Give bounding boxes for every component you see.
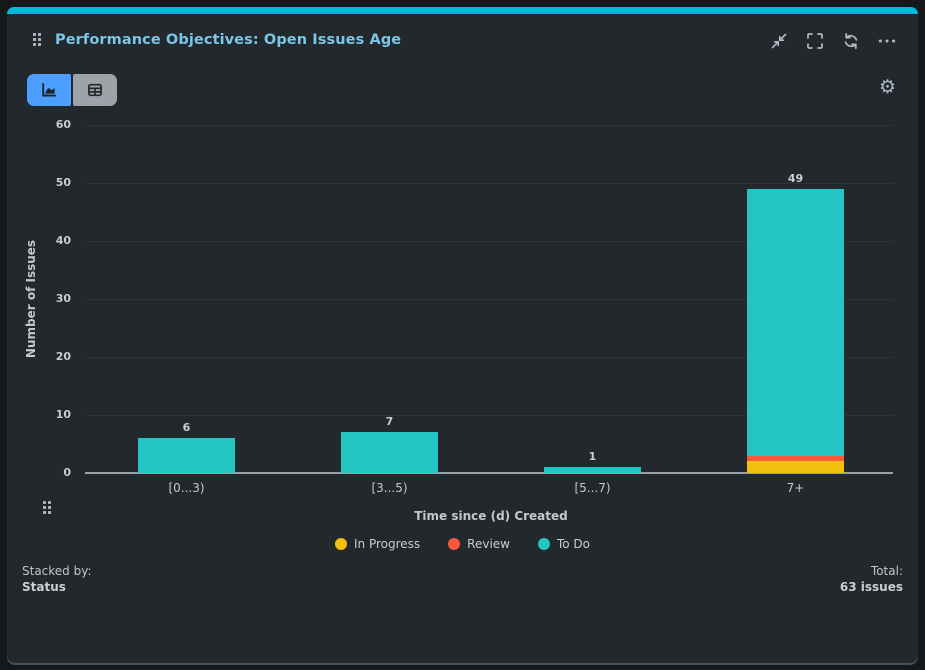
view-toggle-group: [27, 74, 117, 106]
legend-dot: [334, 538, 347, 550]
resize-drag-handle[interactable]: [43, 501, 51, 514]
bar-segment-to-do[interactable]: [544, 467, 641, 473]
total-note: Total: 63 issues: [840, 563, 903, 595]
gridline: [85, 183, 893, 184]
x-axis-category-label: [3...5): [371, 481, 408, 495]
card-accent-bar: [7, 7, 918, 14]
x-axis-category-label: 7+: [786, 481, 805, 495]
bar-segment-to-do[interactable]: [747, 188, 844, 456]
gridline: [85, 125, 893, 126]
total-label: Total:: [870, 564, 903, 578]
gear-icon[interactable]: ⚙: [878, 77, 896, 98]
bar-segment-to-do[interactable]: [138, 438, 235, 473]
bar-total-label: 49: [787, 171, 804, 185]
gridline: [85, 357, 893, 358]
chart-view-icon: [42, 83, 57, 97]
x-axis-category-label: [0...3): [168, 481, 205, 495]
x-axis-title: Time since (d) Created: [414, 509, 568, 523]
refresh-button[interactable]: [841, 31, 861, 51]
gadget-title: Performance Objectives: Open Issues Age: [55, 32, 402, 48]
gridline: [85, 241, 893, 242]
legend-label: To Do: [556, 537, 591, 551]
y-axis-tick-label: 20: [55, 350, 71, 363]
gridline: [85, 415, 893, 416]
legend-item-in-progress[interactable]: In Progress: [334, 537, 421, 551]
stacked-by-value: Status: [22, 580, 66, 594]
ellipsis-icon: [878, 39, 896, 43]
bar-total-label: 7: [385, 415, 394, 429]
header-actions: [769, 31, 897, 51]
fullscreen-icon: [807, 33, 823, 49]
fullscreen-button[interactable]: [805, 31, 825, 51]
bar-segment-review[interactable]: [747, 455, 844, 462]
total-value: 63 issues: [839, 580, 903, 594]
legend-label: In Progress: [353, 537, 421, 551]
bar-total-label: 6: [182, 421, 191, 435]
y-axis-tick-label: 40: [55, 234, 71, 247]
legend-dot: [448, 538, 461, 550]
more-options-button[interactable]: [877, 31, 897, 51]
legend: In Progress Review To Do: [7, 537, 918, 551]
refresh-icon: [844, 32, 858, 50]
legend-item-review[interactable]: Review: [448, 537, 510, 551]
y-axis-tick-label: 60: [55, 118, 71, 131]
x-axis-category-label: [5...7): [574, 481, 611, 495]
stacked-by-label: Stacked by:: [22, 564, 92, 578]
bar-segment-to-do[interactable]: [341, 432, 438, 473]
table-view-button[interactable]: [73, 74, 117, 106]
gridline: [85, 299, 893, 300]
bar-segment-in-progress[interactable]: [747, 461, 844, 473]
y-axis-tick-label: 30: [55, 292, 71, 305]
legend-dot: [537, 538, 550, 550]
x-axis-line: [85, 472, 893, 474]
bar-total-label: 1: [588, 450, 597, 464]
stacked-by-note: Stacked by: Status: [22, 563, 92, 595]
chart-canvas: Number of Issues Time since (d) Created …: [7, 7, 918, 663]
y-axis-tick-label: 10: [55, 408, 71, 421]
y-axis-tick-label: 50: [55, 176, 71, 189]
gadget-drag-handle[interactable]: [33, 33, 41, 46]
gadget-card: Performance Objectives: Open Issues Age: [7, 7, 918, 663]
y-axis-tick-label: 0: [63, 466, 71, 479]
collapse-icon: [771, 33, 787, 49]
legend-item-to-do[interactable]: To Do: [537, 537, 591, 551]
legend-label: Review: [467, 537, 510, 551]
collapse-button[interactable]: [769, 31, 789, 51]
table-view-icon: [88, 83, 102, 97]
chart-view-button[interactable]: [27, 74, 71, 106]
